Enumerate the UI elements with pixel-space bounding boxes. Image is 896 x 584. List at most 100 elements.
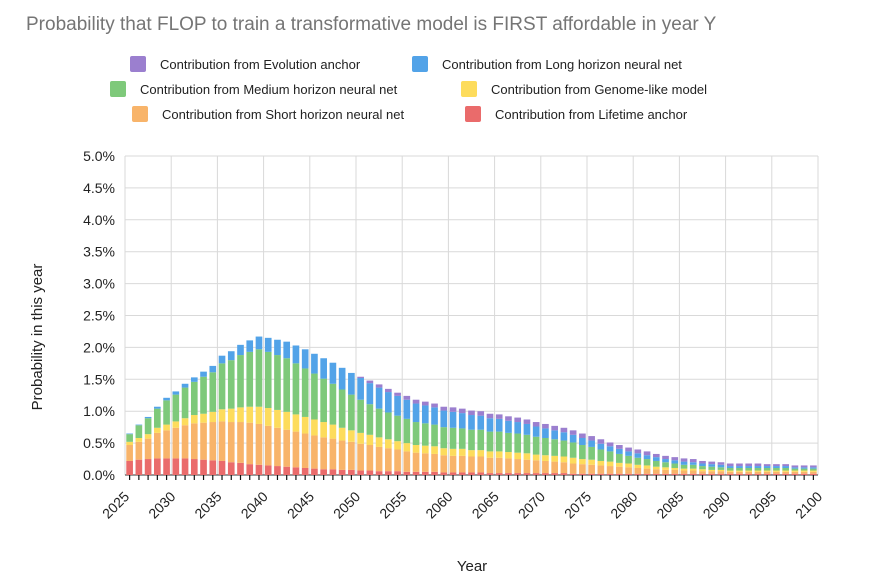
bar-medium-2055[interactable] — [403, 418, 411, 444]
bar-medium-2079[interactable] — [625, 455, 632, 464]
bar-long-2098[interactable] — [800, 467, 808, 469]
bar-long-2078[interactable] — [616, 448, 623, 454]
bar-lifetime-2056[interactable] — [412, 471, 420, 475]
bar-evolution-2096[interactable] — [782, 464, 789, 467]
bar-evolution-2055[interactable] — [403, 395, 411, 400]
bar-lifetime-2076[interactable] — [597, 473, 605, 475]
bar-short-2060[interactable] — [449, 455, 457, 473]
bar-short-2088[interactable] — [708, 471, 716, 474]
bar-medium-2038[interactable] — [246, 351, 254, 407]
bar-genome-2072[interactable] — [560, 456, 568, 463]
bar-lifetime-2045[interactable] — [311, 468, 318, 475]
bar-medium-2075[interactable] — [588, 446, 595, 460]
bar-medium-2085[interactable] — [680, 464, 688, 469]
bar-lifetime-2071[interactable] — [551, 473, 558, 475]
bar-long-2062[interactable] — [468, 415, 475, 430]
bar-long-2056[interactable] — [412, 403, 420, 423]
bar-short-2090[interactable] — [726, 471, 734, 474]
bar-short-2045[interactable] — [311, 435, 318, 469]
bar-medium-2069[interactable] — [532, 436, 540, 455]
bar-lifetime-2086[interactable] — [689, 473, 697, 475]
bar-medium-2095[interactable] — [773, 467, 780, 471]
bar-short-2068[interactable] — [523, 459, 531, 474]
bar-lifetime-2033[interactable] — [200, 459, 207, 475]
bar-genome-2074[interactable] — [579, 459, 586, 465]
bar-genome-2025[interactable] — [126, 441, 133, 446]
bar-evolution-2098[interactable] — [800, 465, 808, 468]
bar-lifetime-2027[interactable] — [144, 459, 152, 475]
bar-short-2076[interactable] — [597, 465, 605, 474]
bar-lifetime-2047[interactable] — [329, 469, 337, 475]
bar-genome-2042[interactable] — [283, 411, 291, 430]
bar-lifetime-2043[interactable] — [292, 467, 300, 475]
bar-long-2085[interactable] — [680, 461, 688, 465]
bar-long-2052[interactable] — [375, 387, 383, 409]
bar-evolution-2073[interactable] — [569, 430, 577, 435]
bar-medium-2071[interactable] — [551, 439, 558, 456]
bar-medium-2082[interactable] — [652, 460, 660, 467]
bar-short-2058[interactable] — [431, 453, 438, 472]
bar-medium-2062[interactable] — [468, 429, 475, 451]
bar-medium-2025[interactable] — [126, 434, 133, 442]
bar-long-2099[interactable] — [810, 467, 817, 469]
bar-medium-2094[interactable] — [763, 467, 771, 471]
bar-evolution-2079[interactable] — [625, 447, 632, 452]
bar-lifetime-2070[interactable] — [542, 473, 549, 475]
bar-genome-2083[interactable] — [662, 467, 669, 470]
bar-genome-2064[interactable] — [486, 451, 494, 458]
bar-medium-2086[interactable] — [689, 464, 697, 469]
bar-genome-2032[interactable] — [190, 415, 198, 424]
bar-short-2029[interactable] — [163, 430, 170, 459]
bar-evolution-2050[interactable] — [357, 376, 364, 379]
bar-genome-2048[interactable] — [338, 427, 346, 441]
bar-long-2063[interactable] — [477, 415, 485, 430]
bar-medium-2077[interactable] — [606, 451, 614, 462]
bar-lifetime-2095[interactable] — [773, 473, 780, 475]
bar-medium-2073[interactable] — [569, 442, 577, 458]
bar-evolution-2089[interactable] — [717, 462, 725, 465]
bar-long-2069[interactable] — [532, 426, 540, 437]
bar-long-2086[interactable] — [689, 462, 697, 465]
bar-long-2025[interactable] — [126, 433, 133, 435]
bar-short-2025[interactable] — [126, 445, 133, 461]
bar-evolution-2099[interactable] — [810, 465, 817, 468]
bar-evolution-2052[interactable] — [375, 384, 383, 388]
bar-genome-2071[interactable] — [551, 455, 558, 462]
bar-medium-2034[interactable] — [209, 372, 217, 412]
bar-short-2044[interactable] — [301, 433, 309, 468]
bar-medium-2072[interactable] — [560, 440, 568, 457]
bar-genome-2056[interactable] — [412, 445, 420, 453]
bar-genome-2086[interactable] — [689, 468, 697, 471]
bar-lifetime-2062[interactable] — [468, 472, 475, 475]
bar-evolution-2094[interactable] — [763, 464, 771, 467]
bar-short-2074[interactable] — [579, 464, 586, 474]
bar-genome-2073[interactable] — [569, 457, 577, 464]
bar-genome-2067[interactable] — [514, 452, 522, 460]
bar-medium-2068[interactable] — [523, 434, 531, 454]
bar-genome-2092[interactable] — [745, 470, 753, 472]
bar-long-2073[interactable] — [569, 434, 577, 443]
bar-genome-2043[interactable] — [292, 414, 300, 432]
bar-long-2064[interactable] — [486, 418, 494, 432]
bar-long-2089[interactable] — [717, 464, 725, 468]
bar-short-2061[interactable] — [458, 455, 466, 473]
bar-lifetime-2098[interactable] — [800, 473, 808, 475]
legend-item-short[interactable]: Contribution from Short horizon neural n… — [132, 106, 404, 122]
bar-short-2080[interactable] — [634, 467, 642, 474]
bar-lifetime-2054[interactable] — [394, 471, 401, 475]
bar-long-2080[interactable] — [634, 453, 642, 458]
bar-genome-2057[interactable] — [421, 445, 429, 454]
bar-lifetime-2028[interactable] — [154, 458, 161, 475]
bar-long-2026[interactable] — [135, 424, 143, 426]
bar-medium-2043[interactable] — [292, 363, 300, 415]
bar-genome-2090[interactable] — [726, 470, 734, 472]
bar-short-2049[interactable] — [348, 441, 355, 470]
bar-short-2087[interactable] — [699, 471, 706, 474]
bar-genome-2066[interactable] — [505, 452, 512, 459]
bar-lifetime-2091[interactable] — [736, 473, 743, 475]
bar-short-2094[interactable] — [763, 471, 771, 474]
bar-long-2041[interactable] — [274, 339, 281, 356]
bar-long-2060[interactable] — [449, 411, 457, 428]
bar-medium-2042[interactable] — [283, 358, 291, 412]
bar-medium-2080[interactable] — [634, 457, 642, 465]
